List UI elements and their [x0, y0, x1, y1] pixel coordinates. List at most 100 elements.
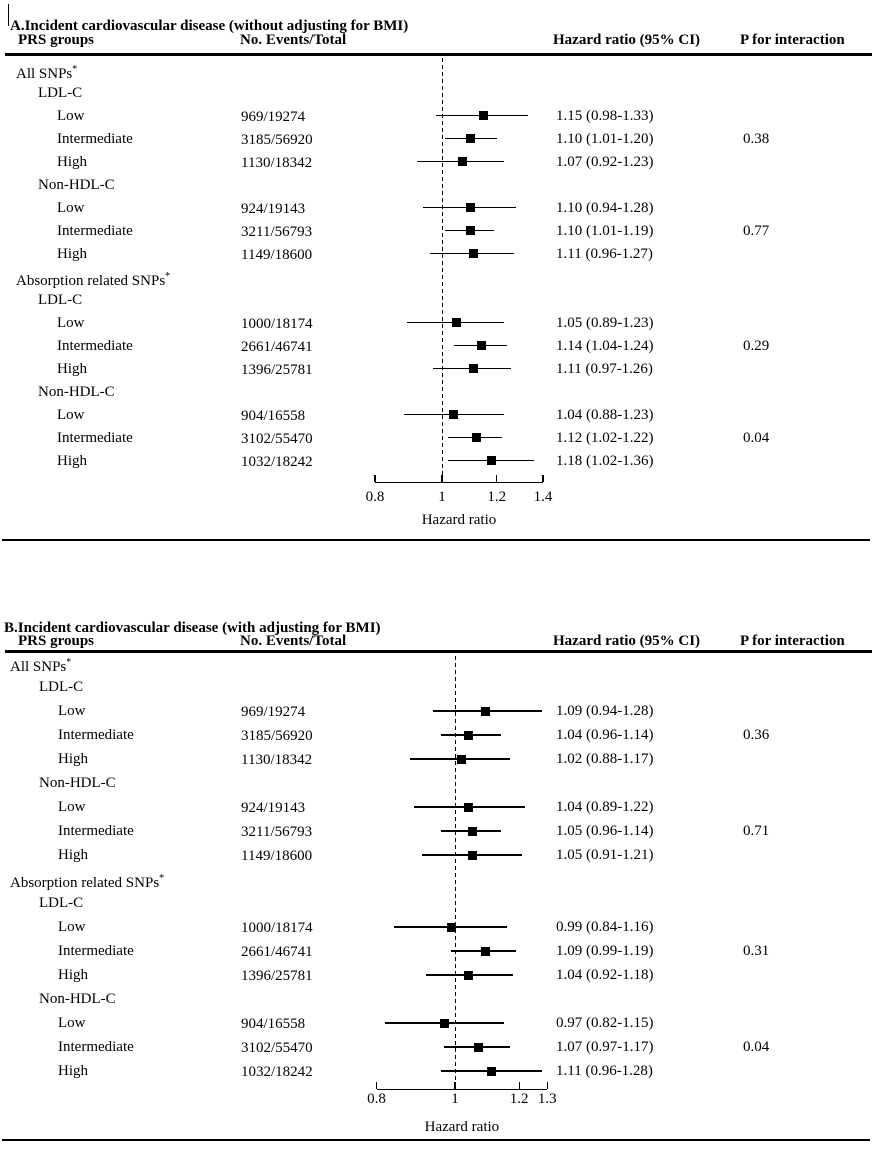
hazard-ratio-marker — [467, 850, 477, 860]
reference-line-hr1 — [454, 656, 456, 1089]
hazard-ratio-ci-text: 1.11 (0.96-1.28) — [556, 1063, 653, 1079]
panel-title: B.Incident cardiovascular disease (with … — [4, 620, 381, 637]
row-label-item: Intermediate — [57, 337, 133, 354]
row-label-group: All SNPs* — [16, 63, 78, 82]
asterisk-superscript: * — [72, 63, 78, 75]
hazard-ratio-ci-text: 1.18 (1.02-1.36) — [556, 452, 654, 469]
x-axis-tick-label: 0.8 — [365, 489, 385, 505]
column-header-events-total: No. Events/Total — [240, 633, 347, 649]
x-axis-tick — [375, 1082, 378, 1089]
row-label-item: High — [58, 751, 88, 767]
x-axis-tick — [496, 475, 498, 482]
column-header-events-total: No. Events/Total — [240, 32, 347, 48]
column-header-prs-groups: PRS groups — [18, 633, 94, 649]
row-label-sub: LDL-C — [38, 84, 83, 101]
x-axis-tick — [542, 475, 544, 482]
row-label-sub: Non-HDL-C — [38, 176, 115, 193]
row-label-sub: Non-HDL-C — [39, 991, 116, 1007]
events-total-value: 3185/56920 — [241, 131, 313, 148]
events-total-value: 3211/56793 — [241, 824, 313, 840]
row-label-item: Low — [58, 799, 86, 815]
events-total-value: 3102/55470 — [241, 430, 313, 447]
row-label-item: High — [57, 360, 87, 377]
x-axis-tick — [454, 1082, 456, 1089]
events-total-value: 1130/18342 — [241, 752, 313, 768]
events-total-value: 1149/18600 — [241, 848, 313, 864]
row-label-sub: Non-HDL-C — [39, 775, 116, 791]
hazard-ratio-marker — [487, 1066, 497, 1076]
events-total-value: 1130/18342 — [241, 154, 313, 171]
x-axis-line — [375, 482, 543, 484]
x-axis-tick — [518, 1082, 520, 1089]
x-axis-tick — [441, 475, 443, 482]
asterisk-superscript: * — [66, 657, 72, 668]
events-total-value: 3185/56920 — [241, 728, 313, 744]
hazard-ratio-marker — [479, 111, 489, 120]
column-header-hazard-ratio: Hazard ratio (95% CI) — [553, 32, 701, 48]
hazard-ratio-marker — [466, 226, 476, 235]
row-label-item: High — [57, 245, 87, 262]
row-label-item: High — [58, 967, 88, 983]
row-label-item: High — [58, 847, 88, 863]
x-axis-line — [376, 1089, 548, 1091]
events-total-value: 969/19274 — [241, 704, 306, 720]
row-label-item: Intermediate — [58, 823, 134, 839]
row-label-item: Low — [58, 703, 86, 719]
panel-title: A.Incident cardiovascular disease (witho… — [10, 18, 409, 35]
x-axis-tick-label: 1 — [438, 489, 446, 505]
hazard-ratio-ci-text: 1.07 (0.97-1.17) — [556, 1039, 654, 1055]
hazard-ratio-ci-text: 1.09 (0.94-1.28) — [556, 703, 654, 719]
x-axis-tick — [374, 475, 376, 482]
row-label-sub: LDL-C — [39, 895, 84, 911]
row-label-sub: Non-HDL-C — [38, 383, 115, 400]
hazard-ratio-ci-text: 1.11 (0.97-1.26) — [556, 360, 653, 377]
hazard-ratio-ci-text: 0.97 (0.82-1.15) — [556, 1015, 654, 1031]
x-axis-tick-label: 1.2 — [509, 1091, 529, 1107]
row-label-item: Intermediate — [58, 727, 134, 743]
hazard-ratio-marker — [457, 754, 467, 764]
hazard-ratio-ci-text: 1.10 (1.01-1.20) — [556, 130, 654, 147]
hazard-ratio-marker — [464, 802, 474, 812]
caret-mark — [8, 4, 9, 26]
hazard-ratio-marker — [452, 318, 462, 327]
hazard-ratio-ci-text: 1.15 (0.98-1.33) — [556, 107, 654, 124]
hazard-ratio-marker — [480, 706, 490, 716]
hazard-ratio-ci-text: 1.02 (0.88-1.17) — [556, 751, 654, 767]
hazard-ratio-marker — [480, 946, 490, 956]
column-header-p-interaction: P for interaction — [740, 32, 845, 48]
hazard-ratio-ci-text: 1.09 (0.99-1.19) — [556, 943, 654, 959]
row-label-item: Low — [57, 406, 85, 423]
hazard-ratio-ci-text: 1.05 (0.89-1.23) — [556, 314, 654, 331]
hazard-ratio-ci-text: 1.10 (0.94-1.28) — [556, 199, 654, 216]
column-header-hazard-ratio: Hazard ratio (95% CI) — [553, 633, 701, 649]
hazard-ratio-ci-text: 1.11 (0.96-1.27) — [556, 245, 653, 262]
p-interaction-value: 0.77 — [743, 222, 770, 239]
events-total-value: 904/16558 — [241, 407, 306, 424]
events-total-value: 1149/18600 — [241, 246, 313, 263]
p-interaction-value: 0.71 — [743, 823, 770, 839]
row-label-item: Intermediate — [58, 943, 134, 959]
row-label-item: High — [57, 452, 87, 469]
row-label-item: Intermediate — [57, 130, 133, 147]
events-total-value: 1032/18242 — [241, 1064, 313, 1080]
row-label-item: Low — [57, 199, 85, 216]
row-label-group: All SNPs* — [10, 657, 72, 675]
hazard-ratio-marker — [467, 826, 477, 836]
hazard-ratio-marker — [468, 249, 478, 258]
hazard-ratio-ci-text: 1.04 (0.88-1.23) — [556, 406, 654, 423]
x-axis-tick-label: 1.4 — [533, 489, 553, 505]
asterisk-superscript: * — [159, 873, 165, 884]
events-total-value: 904/16558 — [241, 1016, 306, 1032]
events-total-value: 3211/56793 — [241, 223, 313, 240]
events-total-value: 1000/18174 — [241, 315, 313, 332]
x-axis-tick-label: 1 — [451, 1091, 459, 1107]
events-total-value: 3102/55470 — [241, 1040, 313, 1056]
row-label-item: Low — [58, 919, 86, 935]
row-label-item: Intermediate — [58, 1039, 134, 1055]
hazard-ratio-marker — [466, 203, 476, 212]
header-rule — [5, 53, 872, 56]
hazard-ratio-ci-text: 1.04 (0.89-1.22) — [556, 799, 654, 815]
row-label-item: Low — [57, 314, 85, 331]
hazard-ratio-ci-text: 0.99 (0.84-1.16) — [556, 919, 654, 935]
